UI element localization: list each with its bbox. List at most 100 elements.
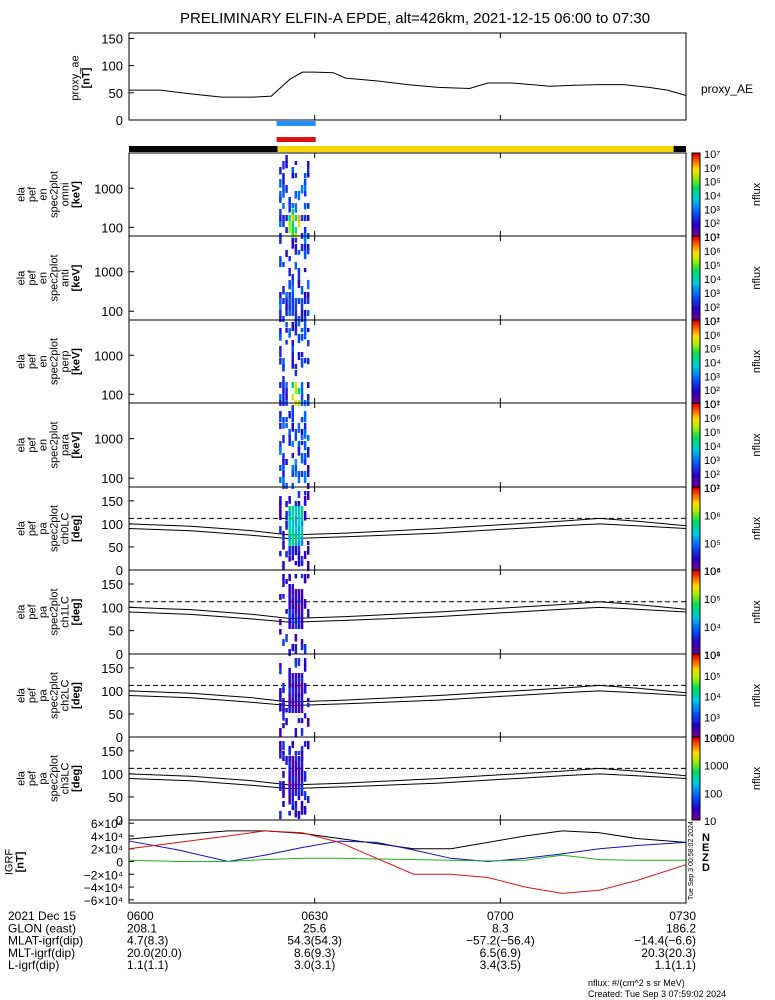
colorbar-segment [692,507,700,511]
colorbar-segment [692,240,700,243]
spectrogram-pixel [294,316,298,322]
colorbar-segment [692,380,700,383]
spectrogram-pixel [285,634,288,642]
spectrogram-pixel [306,491,310,501]
pitch-ylabel-line: pef [27,770,39,786]
spectrogram-pixel [300,511,304,516]
colorbar-segment [692,597,700,600]
spectrogram-pixel [285,250,288,258]
spectrogram-pixel [306,244,310,252]
spectrogram-pixel [288,546,291,555]
spectrogram-pixel [303,579,307,584]
colorbar-segment [692,801,700,804]
colorbar-tick-label: 10⁴ [704,358,721,370]
pitch-ylabel-line: spec2plot [49,505,61,552]
spectrogram-pixel [306,703,310,708]
orbit-value: 4.7(8.3) [127,934,168,948]
energy-ylabel-line: en [38,188,50,200]
pitch-ytick-label: 50 [109,707,123,722]
colorbar-segment [692,676,700,680]
colorbar-segment [692,409,700,412]
spectrogram-pixel [291,604,295,609]
colorbar-segment [692,660,700,663]
pitch-ylabel-line: [deg] [71,682,83,709]
spectrogram-pixel [303,491,307,496]
colorbar-segment [692,647,700,651]
spectrogram-pixel [300,556,304,566]
spectrogram-pixel [294,678,298,683]
colorbar-tick-label: 10⁷ [704,483,720,495]
spectrogram-pixel [297,791,301,796]
spectrogram-pixel [297,441,301,451]
colorbar-segment [692,516,700,519]
colorbar-segment [692,192,700,195]
spectrogram-pixel [294,561,298,566]
spectrogram-pixel [282,382,285,388]
spectrogram-pixel [303,203,307,210]
colorbar-tick-label: 10⁶ [704,511,721,523]
colorbar-segment [692,326,700,329]
spectrogram-pixel [279,346,282,358]
spectrogram-pixel [291,215,295,221]
grf-ytick-label: −6×10⁴ [84,894,123,908]
spectrogram-pixel [282,459,285,465]
pitch-ytick-label: 0 [116,563,123,578]
spectrogram-pixel [288,708,291,713]
colorbar-segment [692,712,700,715]
energy-ylabel-line: [keV] [71,431,83,458]
pitch-ylabel-line: spec2plot [49,672,61,719]
colorbar-segment [692,163,700,166]
spectrogram-pixel [282,639,285,646]
colorbar-segment [692,474,700,477]
spectrogram-pixel [288,678,291,683]
spectrogram-pixel [294,766,298,771]
spectrogram-pixel [282,364,285,372]
spectrogram-pixel [279,703,282,712]
colorbar-segment [692,786,700,790]
spectrogram-pixel [291,322,295,332]
spectrogram-pixel [291,693,295,698]
colorbar-segment [692,292,700,296]
spectrogram-pixel [288,811,291,816]
spectrogram-pixel [306,280,310,290]
spectrogram-pixel [300,639,304,647]
spectrogram-pixel [288,624,291,629]
spectrogram-pixel [297,501,301,508]
spectrogram-pixel [294,658,298,668]
spectrogram-pixel [297,604,301,609]
spectrogram-pixel [279,526,282,534]
loss-cone-upper [128,684,687,703]
spectrogram-pixel [291,298,295,304]
energy-frame [128,319,687,404]
colorbar-tick-label: 100 [704,788,722,800]
pitch-ylabel-line: spec2plot [49,755,61,802]
energy-ylabel-line: en [38,355,50,367]
spectrogram-pixel [300,673,304,678]
colorbars: 10⁷10⁶10⁵10⁴10³10²10¹nflux10⁷10⁶10⁵10⁴10… [691,149,763,828]
spectrogram-pixel [294,465,298,471]
spectrogram-pixel [294,619,298,624]
colorbar-segment [692,468,700,471]
colorbar-segment [692,513,700,517]
spectrogram-pixel [291,766,295,771]
spectrogram-pixel [279,441,282,451]
spectrogram-pixel [291,683,295,688]
colorbar-segment [692,582,700,586]
spectrogram-pixel [291,644,295,652]
pitch-ylabel-line: pef [27,520,39,536]
colorbar-segment [692,674,700,678]
spectrogram-pixel [282,561,285,570]
pitch-ylabel-line: pef [27,603,39,619]
spectrogram-pixel [306,541,310,546]
spectrogram-pixel [294,756,298,761]
colorbar-segment [692,811,700,815]
colorbar-segment [692,447,700,450]
spectrogram-pixel [291,556,295,561]
spectrogram-pixel [303,441,307,451]
spectrogram-pixel [282,536,285,541]
colorbar-segment [692,499,700,503]
spectrogram-pixel [297,718,301,724]
colorbar-segment [692,766,700,769]
spectrogram-pixel [279,728,282,737]
colorbar-segment [692,728,700,732]
